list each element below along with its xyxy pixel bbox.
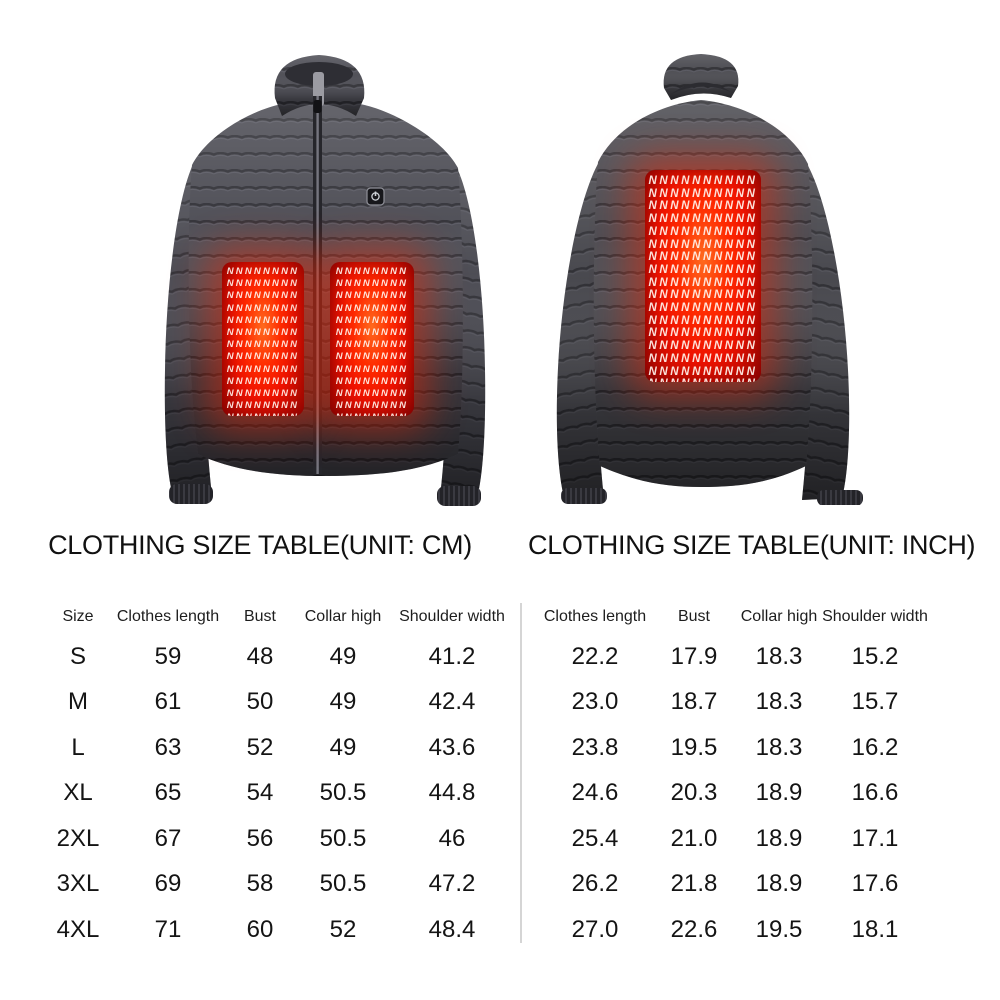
heating-zone-back: NNNNNNNNNNNNNNNNNNNNNNNNNNNNNNNNNNNNNNNN… <box>645 170 761 382</box>
table-cell: 59 <box>154 642 182 670</box>
zipper <box>313 96 322 474</box>
front-right-sleeve <box>432 163 486 506</box>
size-table-inch: Clothes length Bust Collar high Shoulder wi… <box>528 600 942 953</box>
table-cell: 26.2 <box>571 870 619 898</box>
column-header: Shoulder width <box>399 608 505 625</box>
table-cell: 18.9 <box>755 870 803 898</box>
table-cell: 19.5 <box>755 915 803 943</box>
table-divider <box>520 603 522 943</box>
size-table-title-cm: CLOTHING SIZE TABLE(UNIT: CM) <box>48 530 472 560</box>
column-header: Collar high <box>304 608 382 625</box>
table-cell: 52 <box>329 915 357 943</box>
table-cell: 49 <box>329 688 357 716</box>
heating-zone-front-right: NNNNNNNNNNNNNNNNNNNNNNNNNNNNNNNNNNNNNNNN… <box>330 262 414 416</box>
table-cell: 25.4 <box>571 824 619 852</box>
table-cell: 15.2 <box>851 642 899 670</box>
table-cell: 48 <box>246 642 274 670</box>
table-cell: 50 <box>246 688 274 716</box>
table-cell: 20.3 <box>670 779 718 807</box>
table-cell: M <box>68 688 88 716</box>
table-cell: 63 <box>154 733 182 761</box>
table-cell: 16.2 <box>851 733 899 761</box>
table-cell: L <box>71 733 85 761</box>
size-table-title-inch: CLOTHING SIZE TABLE(UNIT: INCH) <box>528 530 976 560</box>
table-cell: 49 <box>329 733 357 761</box>
table-cell: 18.3 <box>755 642 803 670</box>
table-cell: 18.1 <box>851 915 899 943</box>
table-cell: 4XL <box>56 915 100 943</box>
table-cell: 48.4 <box>428 915 476 943</box>
column-header: Collar high <box>740 608 818 625</box>
table-cell: 42.4 <box>428 688 476 716</box>
table-cell: 50.5 <box>319 824 367 852</box>
table-cell: 18.9 <box>755 779 803 807</box>
table-cell: 50.5 <box>319 779 367 807</box>
front-right-cuff <box>437 486 481 506</box>
table-cell: 19.5 <box>670 733 718 761</box>
table-cell: 21.0 <box>670 824 718 852</box>
heating-zone-front-left: NNNNNNNNNNNNNNNNNNNNNNNNNNNNNNNNNNNNNNNN… <box>222 262 304 416</box>
table-cell: 23.0 <box>571 688 619 716</box>
table-cell: 23.8 <box>571 733 619 761</box>
table-cell: 67 <box>154 824 182 852</box>
table-cell: 43.6 <box>428 733 476 761</box>
table-cell: 49 <box>329 642 357 670</box>
table-cell: 17.6 <box>851 870 899 898</box>
table-cell: 27.0 <box>571 915 619 943</box>
table-cell: 15.7 <box>851 688 899 716</box>
table-cell: 47.2 <box>428 870 476 898</box>
size-table-cm: Size Clothes length Bust Collar high Shoulde… <box>40 600 518 953</box>
zipper-pull <box>313 100 322 113</box>
table-cell: 52 <box>246 733 274 761</box>
table-cell: 56 <box>246 824 274 852</box>
table-cell: 69 <box>154 870 182 898</box>
table-cell: 21.8 <box>670 870 718 898</box>
table-cell: 18.9 <box>755 824 803 852</box>
table-cell: 41.2 <box>428 642 476 670</box>
table-cell: 3XL <box>56 870 100 898</box>
back-right-sleeve <box>798 161 863 505</box>
table-cell: 16.6 <box>851 779 899 807</box>
column-header: Clothes length <box>543 608 647 625</box>
front-left-sleeve <box>164 160 220 504</box>
power-button <box>366 187 385 206</box>
back-jacket-image <box>556 54 863 505</box>
table-cell: 18.7 <box>670 688 718 716</box>
table-cell: XL <box>63 779 93 807</box>
table-cell: 50.5 <box>319 870 367 898</box>
table-cell: 18.3 <box>755 733 803 761</box>
column-header: Shoulder width <box>822 608 928 625</box>
table-cell: 18.3 <box>755 688 803 716</box>
back-left-sleeve <box>556 159 608 504</box>
table-cell: 60 <box>246 915 274 943</box>
table-cell: 71 <box>154 915 182 943</box>
table-cell: 22.2 <box>571 642 619 670</box>
table-cell: 46 <box>438 824 466 852</box>
back-right-cuff <box>817 490 863 505</box>
table-cell: 24.6 <box>571 779 619 807</box>
column-header: Bust <box>243 608 276 625</box>
front-left-cuff <box>169 484 213 504</box>
table-cell: 17.1 <box>851 824 899 852</box>
table-cell: 17.9 <box>670 642 718 670</box>
table-cell: 58 <box>246 870 274 898</box>
table-cell: 65 <box>154 779 182 807</box>
column-header: Size <box>62 608 94 625</box>
back-left-cuff <box>561 488 607 504</box>
back-collar <box>663 54 739 100</box>
front-jacket-image <box>164 55 486 506</box>
column-header: Bust <box>677 608 710 625</box>
column-header: Clothes length <box>116 608 220 625</box>
table-cell: 2XL <box>56 824 100 852</box>
table-cell: S <box>69 642 86 670</box>
table-cell: 54 <box>246 779 274 807</box>
table-cell: 22.6 <box>670 915 718 943</box>
table-cell: 61 <box>154 688 182 716</box>
table-cell: 44.8 <box>428 779 476 807</box>
